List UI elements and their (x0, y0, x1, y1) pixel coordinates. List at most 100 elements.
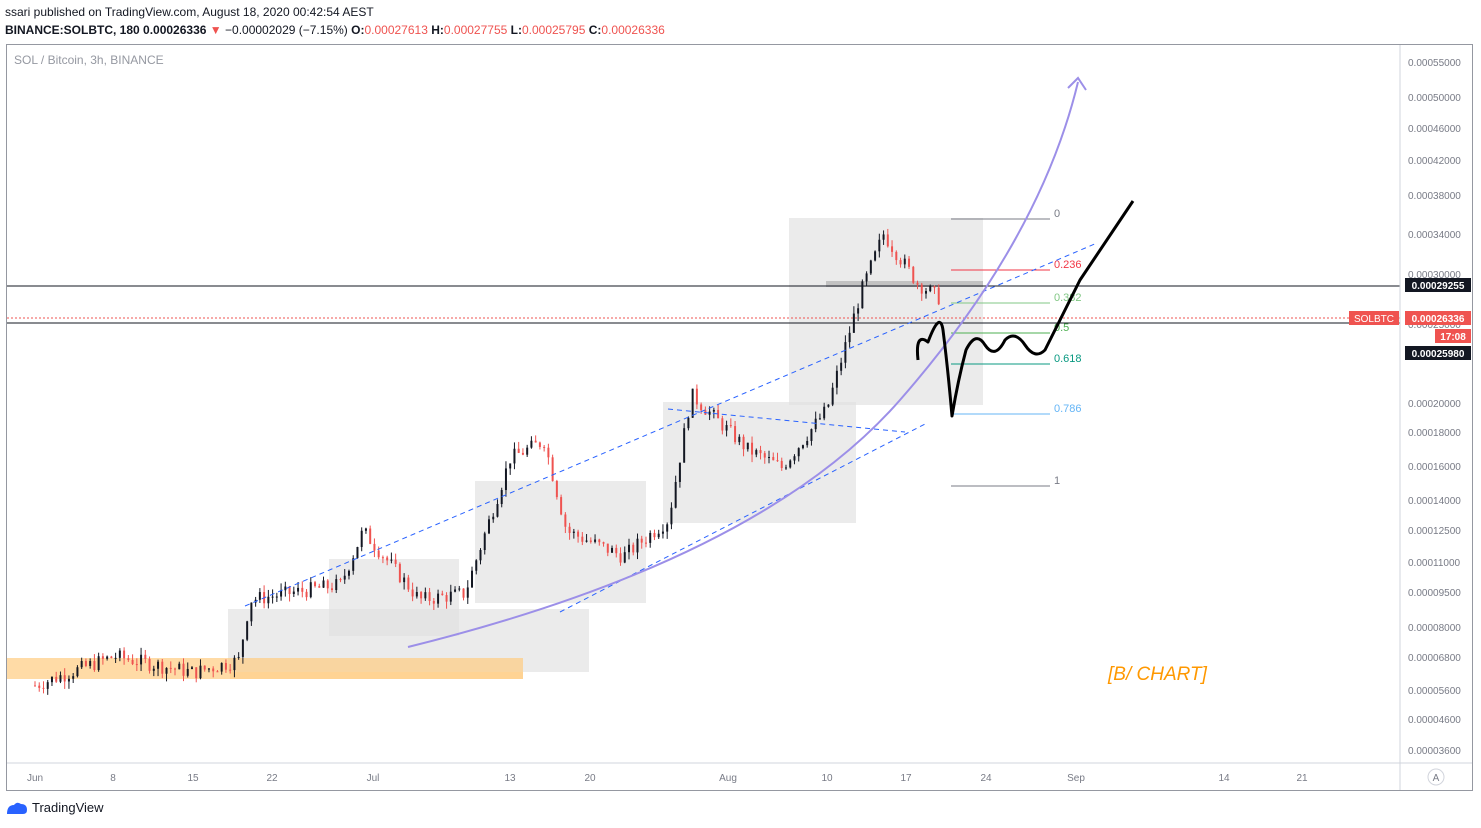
candle-body (717, 409, 720, 419)
lower-trendline (559, 423, 926, 613)
candle-body (352, 558, 355, 571)
candle-body (347, 570, 350, 576)
fib-level-label: 0.382 (1054, 292, 1082, 304)
candle-body (267, 596, 270, 604)
candle-body (356, 547, 359, 559)
open-value: 0.00027613 (364, 23, 428, 37)
candle-body (212, 668, 215, 672)
candle-body (763, 453, 766, 458)
candle-body (420, 592, 423, 599)
candle-body (712, 409, 715, 412)
y-tick-label: 0.00009500 (1408, 588, 1461, 599)
candle-body (140, 654, 143, 665)
open-label: O: (351, 23, 365, 37)
candle-body (445, 595, 448, 602)
price-tags: 0.00029255 0.00026336 SOLBTC 17:08 0.0002598… (1349, 278, 1471, 360)
candle-body (220, 662, 223, 672)
candle-body (305, 591, 308, 598)
x-tick-label: 20 (584, 773, 596, 784)
candle-body (343, 575, 346, 580)
candle-body (929, 286, 932, 292)
price-change: −0.00002029 (−7.15%) (225, 23, 348, 37)
parabolic-arc (407, 81, 1079, 648)
axes: 0.00055000 0.00050000 0.00046000 0.00042000… (7, 45, 1472, 790)
arrow-head-icon (1067, 76, 1087, 91)
fib-level-label: 1 (1054, 475, 1060, 487)
candle-body (59, 675, 62, 682)
candle-body (530, 440, 533, 448)
x-tick-label: 17 (900, 773, 912, 784)
candle-body (598, 539, 601, 543)
candle-body (912, 266, 915, 283)
candle-body (734, 426, 737, 443)
candle-body (233, 657, 236, 671)
auto-scale-button[interactable] (1427, 768, 1445, 786)
y-tick-label: 0.00005600 (1408, 686, 1461, 697)
y-tick-label: 0.00003600 (1408, 746, 1461, 757)
candle-body (34, 685, 36, 687)
candle-body (772, 456, 775, 461)
close-value: 0.00026336 (601, 23, 665, 37)
candle-body (377, 550, 380, 558)
tradingview-footer[interactable]: TradingView (6, 800, 104, 815)
candle-body (250, 602, 253, 622)
candle-body (725, 425, 728, 431)
chart-title: SOL / Bitcoin, 3h, BINANCE (14, 53, 164, 67)
candle-body (127, 658, 130, 660)
candles (34, 228, 940, 695)
candle-body (157, 661, 160, 669)
candle-body (114, 657, 117, 659)
candle-body (678, 462, 681, 482)
candle-body (886, 234, 889, 247)
candle-body (818, 418, 821, 420)
range-boxes (228, 218, 983, 672)
fib-level-label: 0 (1054, 208, 1060, 220)
candle-body (72, 676, 75, 679)
candle-body (500, 490, 503, 505)
x-tick-label: Jul (367, 773, 380, 784)
symbol-tag-text: SOLBTC (1354, 314, 1394, 325)
candle-body (458, 588, 461, 590)
candle-body (331, 588, 333, 591)
candle-body (882, 234, 885, 240)
candle-body (432, 600, 435, 604)
candle-body (190, 667, 193, 669)
candle-body (487, 519, 490, 534)
candle-body (475, 560, 478, 571)
candle-body (186, 668, 189, 676)
fib-level-label: 0.236 (1054, 259, 1082, 271)
x-tick-label: 8 (110, 773, 116, 784)
candle-body (899, 260, 902, 265)
candle-body (925, 291, 927, 294)
candle-body (97, 656, 100, 671)
price-tag-text: 0.00026336 (1412, 314, 1465, 325)
candle-body (509, 463, 512, 469)
candle-body (640, 538, 643, 543)
low-value: 0.00025795 (521, 23, 586, 37)
candle-body (555, 481, 558, 498)
trend-lines (244, 242, 1098, 613)
chart-frame[interactable] (6, 44, 1473, 791)
candle-body (526, 447, 529, 455)
candle-body (636, 538, 639, 553)
candle-body (195, 667, 198, 679)
candle-body (780, 460, 783, 468)
x-tick-label: 15 (187, 773, 199, 784)
y-tick-label: 0.00042000 (1408, 156, 1461, 167)
candle-body (322, 580, 325, 588)
candle-body (496, 504, 499, 517)
candle-body (670, 507, 673, 525)
candle-body (623, 552, 626, 563)
candle-body (504, 468, 507, 491)
y-tick-label: 0.00046000 (1408, 124, 1461, 135)
candle-body (148, 658, 151, 671)
candle-body (857, 308, 860, 314)
y-tick-label: 0.00038000 (1408, 191, 1461, 202)
candle-body (933, 286, 936, 288)
candle-body (615, 547, 618, 554)
watermark-text: [B/ CHART] (1107, 664, 1208, 685)
candle-body (606, 543, 609, 553)
candle-body (538, 442, 541, 447)
price-tag-text: 0.00029255 (1412, 281, 1465, 292)
